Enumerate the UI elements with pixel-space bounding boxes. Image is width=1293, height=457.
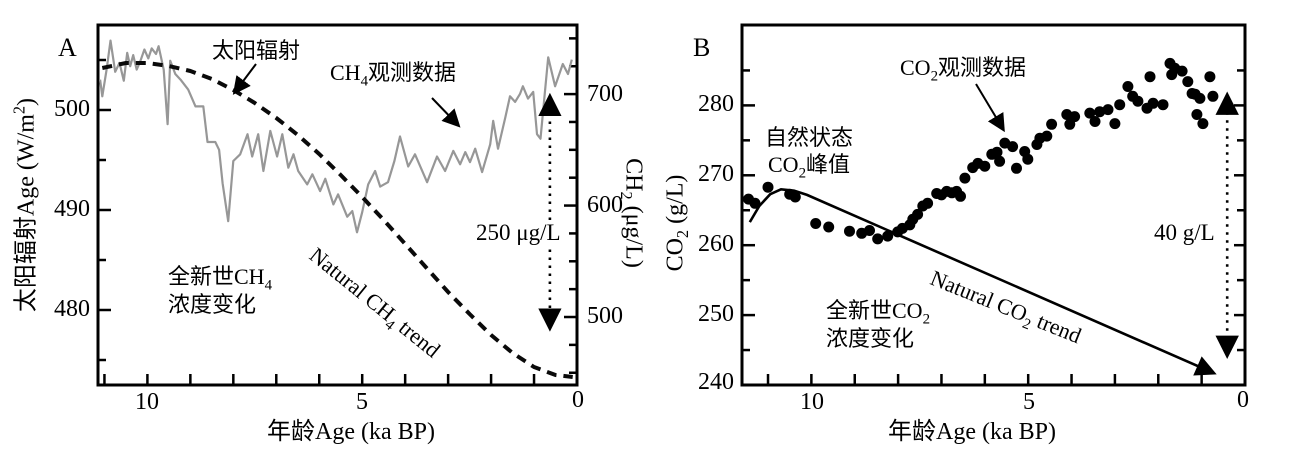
co2-observed-point	[1144, 71, 1156, 83]
annotation-ch4-observed-data: CH4观测数据	[330, 60, 457, 89]
co2-observed-point	[1102, 104, 1114, 116]
ch4-obs-pre: CH	[330, 60, 361, 85]
b-xtick-10: 10	[800, 389, 824, 415]
co2-observed-point	[1114, 99, 1126, 111]
annotation-solar-radiation: 太阳辐射	[212, 38, 301, 63]
peak-co2-sub: 2	[798, 165, 807, 182]
co2-observed-point	[959, 172, 971, 184]
a-ytick-500: 500	[54, 96, 90, 122]
annotation-holocene-co2-line1: 全新世CO2	[826, 298, 930, 327]
y-left-label-sup: 2	[9, 105, 29, 115]
panel-b-letter: B	[693, 33, 711, 62]
y-right-label-sub: 2	[616, 191, 636, 200]
annotation-holocene-ch4-line1: 全新世CH4	[168, 264, 272, 293]
co2-observed-point	[810, 218, 822, 229]
co2-observed-arrow	[975, 83, 1005, 133]
b-ytick-280: 280	[698, 91, 734, 117]
co2-observed-point	[912, 208, 924, 220]
a-xtick-5: 5	[356, 389, 368, 415]
a-xtick-10: 10	[135, 389, 159, 415]
co2-observed-point	[1109, 118, 1121, 130]
co2-observed-point	[1041, 130, 1053, 142]
co2-observed-point	[1191, 109, 1203, 120]
co2-observed-point	[979, 160, 991, 172]
a-rtick-700: 700	[587, 81, 623, 107]
panel-a-y-right-axis-label: CH2 (μg/L)	[616, 158, 647, 268]
annotation-co2-observed-data: CO2观测数据	[900, 55, 1027, 84]
co2-observed-point	[844, 225, 855, 237]
ch4-obs-post: 观测数据	[368, 60, 457, 85]
generated-chart-graphics	[98, 37, 1245, 385]
y-right-label-text: CH	[620, 158, 647, 192]
b-xtick-0: 0	[1237, 387, 1249, 413]
b-ytick-250: 250	[698, 301, 734, 327]
b-ytick-240: 240	[698, 369, 734, 395]
co2-obs-post: 观测数据	[938, 55, 1027, 80]
co2-observed-point	[1094, 106, 1106, 118]
co2-observed-point	[1089, 116, 1101, 127]
a-xtick-0: 0	[572, 387, 584, 413]
ch4-observed-line	[99, 39, 573, 234]
b-ytick-260: 260	[698, 231, 734, 257]
panel-a-x-axis-label: 年龄Age (ka BP)	[267, 419, 435, 445]
annotation-range-40: 40 g/L	[1152, 220, 1217, 246]
b-xtick-5: 5	[1023, 389, 1035, 415]
annotation-natural-peak-line1: 自然状态	[765, 125, 854, 150]
a-rtick-600: 600	[587, 192, 623, 218]
co2-observed-point	[872, 233, 884, 245]
annotation-range-250: 250 μg/L	[474, 220, 563, 246]
holocene-ch4-pre: 全新世CH	[168, 264, 265, 289]
co2-observed-point	[1011, 162, 1022, 174]
co2-observed-point	[1182, 76, 1194, 88]
co2-observed-point	[1176, 65, 1188, 77]
a-rtick-500: 500	[587, 303, 623, 329]
co2-observed-point	[1207, 90, 1219, 102]
co2-observed-point	[882, 230, 894, 242]
ch4-obs-sub: 4	[360, 73, 369, 90]
solar-radiation-arrow	[232, 63, 257, 95]
co2-observed-point	[823, 221, 835, 233]
co2-observed-point	[1197, 118, 1209, 130]
co2-observed-point	[1084, 107, 1096, 119]
a-ytick-480: 480	[54, 296, 90, 322]
co2-observed-point	[994, 155, 1006, 167]
peak-co2-pre: CO	[768, 152, 799, 177]
co2-observed-point	[1046, 118, 1058, 130]
co2-observed-point	[749, 197, 761, 209]
co2-observed-point	[922, 197, 934, 209]
co2-observed-point	[1122, 81, 1134, 92]
co2-obs-sub: 2	[930, 68, 939, 85]
peak-co2-post: 峰值	[806, 152, 851, 177]
annotation-holocene-ch4-line2: 浓度变化	[168, 292, 257, 317]
co2-observed-point	[1194, 92, 1206, 104]
holocene-ch4-sub: 4	[264, 277, 273, 294]
co2-observed-point	[1204, 71, 1216, 83]
co2-observed-point	[864, 225, 875, 236]
co2-observed-point	[955, 190, 966, 202]
co2-observed-point	[1132, 95, 1144, 107]
co2-observed-point	[762, 181, 774, 193]
co2-obs-pre: CO	[900, 55, 931, 80]
natural-co2-trend-line	[748, 187, 1217, 376]
holocene-co2-pre: 全新世CO	[826, 298, 923, 323]
panel-b-frame	[740, 23, 1247, 387]
solar-radiation-natural-ch4-trend-curve	[101, 61, 573, 379]
b-ytick-270: 270	[698, 161, 734, 187]
ch4-observed-arrow	[431, 97, 461, 128]
annotation-natural-peak-line2: CO2峰值	[768, 152, 851, 181]
panel-b-x-axis-label: 年龄Age (ka BP)	[888, 419, 1056, 445]
co2-observed-point	[1022, 153, 1034, 165]
co2-observed-point	[1157, 99, 1169, 111]
co2-observed-point	[789, 191, 801, 203]
co2-observed-point	[991, 146, 1003, 158]
panel-a-letter: A	[58, 33, 77, 62]
holocene-co2-sub: 2	[922, 311, 931, 328]
a-ytick-490: 490	[54, 196, 90, 222]
y-right-label-unit: (μg/L)	[620, 199, 647, 268]
annotation-holocene-co2-line2: 浓度变化	[826, 326, 915, 351]
co2-observed-point	[1007, 141, 1019, 153]
co2-observed-point	[1147, 97, 1159, 109]
co2-observed-point	[1069, 111, 1081, 123]
